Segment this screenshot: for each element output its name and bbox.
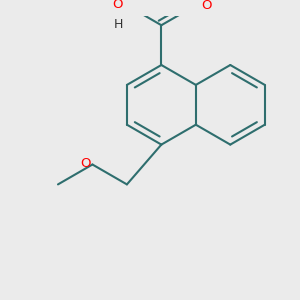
Text: O: O (202, 0, 212, 12)
Text: H: H (114, 18, 123, 31)
Text: O: O (112, 0, 123, 11)
Text: O: O (80, 157, 91, 170)
